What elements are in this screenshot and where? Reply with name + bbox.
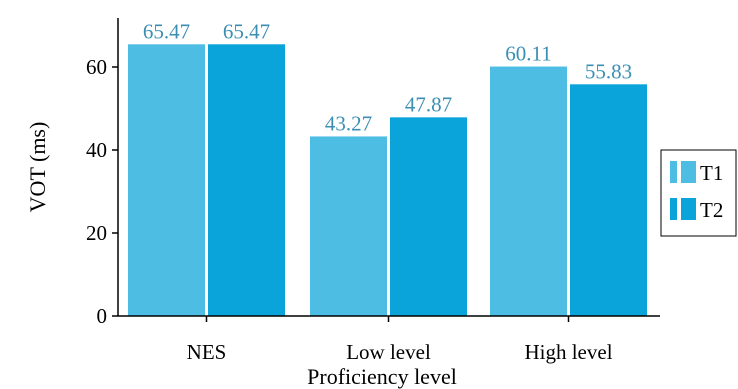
legend-swatch-a-T2 (670, 198, 677, 220)
value-labels-group: 65.47 65.47 43.27 47.87 60.11 55.83 (143, 19, 632, 135)
value-label-T1-2: 60.11 (505, 42, 551, 66)
legend-label-T1: T1 (700, 161, 723, 185)
y-tick-label-0: 0 (97, 304, 108, 328)
bar-T2-2 (570, 84, 647, 316)
bar-T2-0 (208, 44, 285, 316)
x-tick-label-0: NES (187, 340, 227, 364)
value-label-T2-1: 47.87 (405, 92, 452, 116)
bar-T1-2 (490, 66, 567, 316)
legend-swatch-b-T1 (681, 161, 696, 183)
x-tick-label-2: High level (524, 340, 612, 364)
y-tick-label-60: 60 (86, 55, 107, 79)
bar-T2-1 (390, 117, 467, 316)
y-tick-label-20: 20 (86, 221, 107, 245)
legend-items: T1 T2 (670, 161, 723, 222)
bar-T1-0 (128, 44, 205, 316)
legend-swatch-b-T2 (681, 198, 696, 220)
value-label-T2-2: 55.83 (585, 59, 632, 83)
x-axis-label: Proficiency level (307, 364, 457, 389)
x-ticks-group: NES Low level High level (187, 316, 613, 364)
value-label-T1-1: 43.27 (325, 111, 372, 135)
y-tick-label-40: 40 (86, 138, 107, 162)
y-axis-label: VOT (ms) (25, 122, 50, 213)
legend-label-T2: T2 (700, 198, 723, 222)
x-tick-label-1: Low level (346, 340, 431, 364)
bar-T1-1 (310, 136, 387, 316)
bars-group (128, 44, 647, 316)
legend: T1 T2 (660, 149, 737, 237)
legend-swatch-a-T1 (670, 161, 677, 183)
value-label-T1-0: 65.47 (143, 19, 190, 43)
value-label-T2-0: 65.47 (223, 19, 270, 43)
y-ticks-group: 0 20 40 60 (86, 55, 118, 328)
